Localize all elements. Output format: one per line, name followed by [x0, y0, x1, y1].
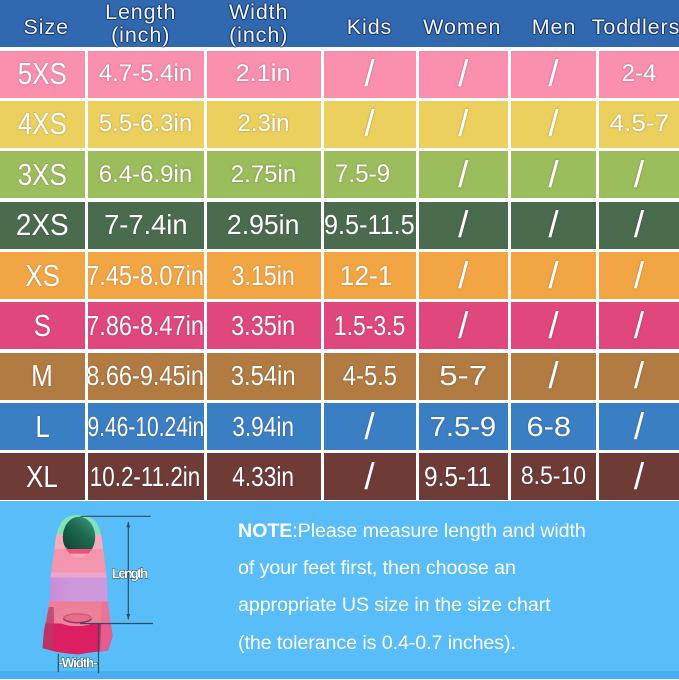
- svg-text:-Width-: -Width-: [59, 655, 98, 670]
- svg-text:Length: Length: [112, 565, 149, 581]
